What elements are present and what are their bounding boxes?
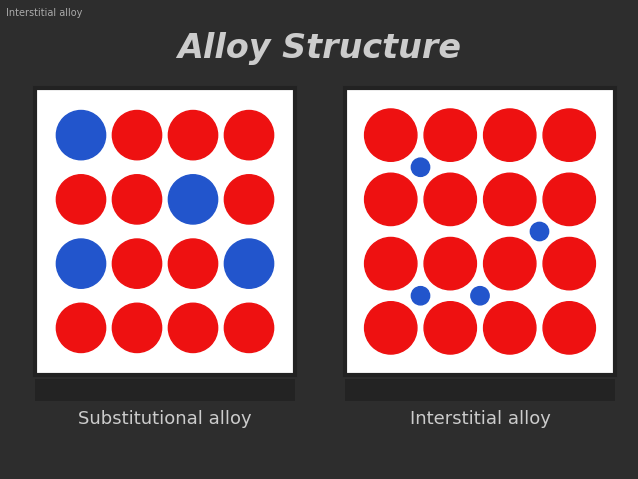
Circle shape — [225, 175, 274, 224]
Circle shape — [364, 238, 417, 290]
Circle shape — [543, 302, 595, 354]
Circle shape — [112, 175, 161, 224]
Circle shape — [543, 109, 595, 161]
Text: Interstitial alloy: Interstitial alloy — [6, 8, 82, 18]
Circle shape — [112, 239, 161, 288]
Circle shape — [225, 111, 274, 160]
Circle shape — [56, 111, 106, 160]
FancyBboxPatch shape — [35, 88, 295, 375]
Circle shape — [112, 303, 161, 353]
Circle shape — [424, 173, 477, 226]
Circle shape — [484, 109, 536, 161]
Circle shape — [424, 109, 477, 161]
Circle shape — [424, 238, 477, 290]
Circle shape — [364, 109, 417, 161]
Circle shape — [484, 302, 536, 354]
Circle shape — [56, 175, 106, 224]
Circle shape — [471, 286, 489, 305]
Circle shape — [424, 302, 477, 354]
Circle shape — [168, 111, 218, 160]
Circle shape — [225, 303, 274, 353]
FancyBboxPatch shape — [345, 379, 615, 401]
Circle shape — [530, 222, 549, 240]
Circle shape — [56, 239, 106, 288]
FancyBboxPatch shape — [345, 88, 615, 375]
Circle shape — [412, 286, 429, 305]
Text: Interstitial alloy: Interstitial alloy — [410, 410, 551, 428]
Circle shape — [168, 175, 218, 224]
Circle shape — [225, 239, 274, 288]
Circle shape — [168, 239, 218, 288]
Circle shape — [168, 303, 218, 353]
Circle shape — [484, 173, 536, 226]
Circle shape — [364, 173, 417, 226]
Circle shape — [543, 173, 595, 226]
Circle shape — [484, 238, 536, 290]
Circle shape — [56, 303, 106, 353]
Text: Substitutional alloy: Substitutional alloy — [78, 410, 252, 428]
Text: Alloy Structure: Alloy Structure — [177, 32, 461, 65]
Circle shape — [543, 238, 595, 290]
Circle shape — [412, 158, 429, 176]
Circle shape — [364, 302, 417, 354]
Circle shape — [112, 111, 161, 160]
FancyBboxPatch shape — [35, 379, 295, 401]
